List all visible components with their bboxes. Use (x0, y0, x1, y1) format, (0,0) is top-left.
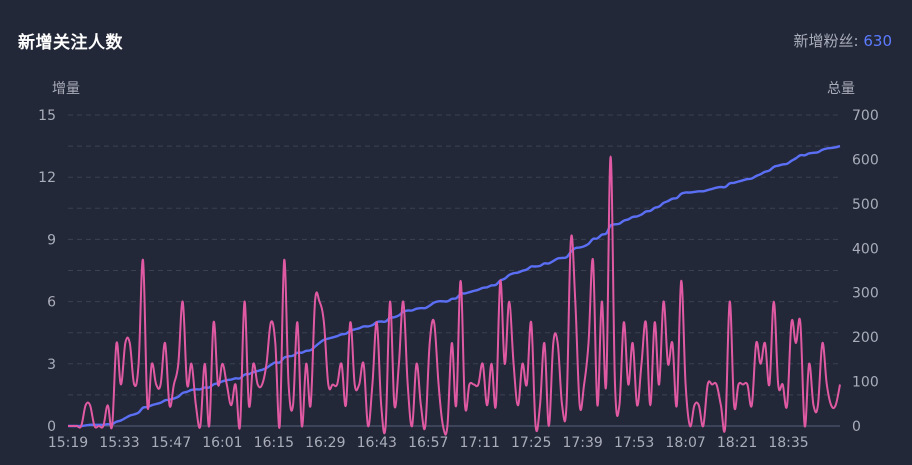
increment-series-line (68, 155, 841, 436)
right-axis-ticks: 0 100 200 300 400 500 600 700 (852, 108, 879, 435)
left-tick-label: 6 (47, 295, 56, 311)
x-tick-label: 16:29 (305, 435, 345, 451)
x-tick-label: 15:47 (151, 435, 191, 451)
x-tick-label: 17:11 (460, 435, 500, 451)
right-axis-label: 总量 (827, 81, 855, 97)
left-tick-label: 0 (47, 419, 56, 435)
x-tick-label: 16:43 (357, 435, 397, 451)
x-tick-label: 17:53 (614, 435, 654, 451)
x-tick-label: 18:21 (717, 435, 757, 451)
x-tick-label: 16:01 (202, 435, 242, 451)
grid-lines (68, 114, 840, 427)
right-tick-label: 400 (852, 241, 879, 257)
left-tick-label: 12 (38, 170, 56, 186)
x-tick-label: 18:35 (768, 435, 808, 451)
x-tick-label: 15:19 (48, 435, 88, 451)
left-tick-label: 15 (38, 108, 56, 124)
right-tick-label: 200 (852, 330, 879, 346)
right-tick-label: 600 (852, 152, 879, 168)
x-tick-label: 16:15 (254, 435, 294, 451)
right-tick-label: 0 (852, 419, 861, 435)
right-tick-label: 100 (852, 375, 879, 391)
summary-label: 新增粉丝: (793, 32, 859, 50)
left-tick-label: 3 (47, 357, 56, 373)
x-tick-label: 18:07 (665, 435, 705, 451)
x-tick-label: 16:57 (408, 435, 448, 451)
x-tick-label: 15:33 (99, 435, 139, 451)
left-tick-label: 9 (47, 232, 56, 248)
left-axis-label: 增量 (52, 81, 80, 97)
x-tick-label: 17:25 (511, 435, 551, 451)
chart-title: 新增关注人数 (18, 33, 123, 53)
left-axis-ticks: 0 3 6 9 12 15 (38, 108, 56, 435)
right-tick-label: 300 (852, 286, 879, 302)
right-tick-label: 700 (852, 108, 879, 124)
total-series-line (68, 144, 841, 428)
new-followers-summary: 新增粉丝: 630 (794, 30, 892, 51)
right-tick-label: 500 (852, 197, 879, 213)
x-tick-label: 17:39 (562, 435, 602, 451)
summary-value: 630 (863, 32, 892, 50)
x-axis-ticks: 15:19 15:33 15:47 16:01 16:15 16:29 16:43 16:57… (48, 435, 809, 451)
